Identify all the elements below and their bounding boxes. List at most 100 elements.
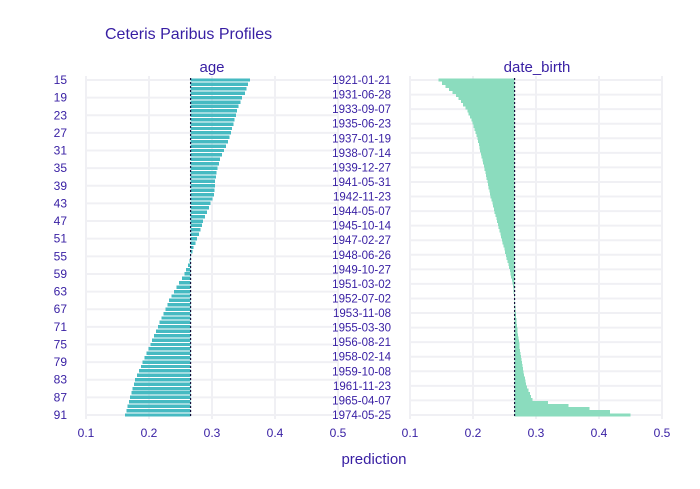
age-bar [190, 184, 216, 188]
x-tick-label: 0.3 [204, 426, 221, 440]
date-birth-bar [514, 354, 521, 359]
age-bar [190, 228, 201, 232]
y-tick-label: 1938-07-14 [332, 148, 391, 160]
y-tick-label: 91 [54, 408, 68, 422]
date-birth-bar [514, 339, 519, 343]
date-birth-bar [513, 290, 515, 294]
y-tick-label: 1937-01-19 [332, 133, 391, 145]
date-birth-bar [452, 90, 515, 94]
date-birth-bar [514, 357, 522, 362]
age-bar [190, 91, 245, 95]
age-bar [154, 333, 191, 338]
date-birth-bar [505, 253, 515, 257]
date-birth-bar [514, 394, 532, 399]
date-birth-bar [514, 413, 631, 417]
age-bar [142, 360, 191, 364]
age-bar [146, 351, 191, 356]
y-tick-label: 1965-04-07 [332, 395, 391, 407]
date-birth-bar [514, 367, 523, 371]
age-bar [190, 192, 214, 197]
date-birth-bar [441, 81, 515, 85]
date-birth-bar [494, 210, 515, 214]
panel-date-birth: 0.1 0.2 0.3 0.4 0.5 1921-01-21 1931-06-28 1933-… [332, 75, 670, 440]
age-bar [133, 382, 191, 386]
age-bar [190, 82, 248, 87]
age-bar [135, 378, 191, 382]
date-birth-bar [479, 145, 515, 150]
date-birth-bar [506, 256, 515, 260]
date-birth-bar [514, 324, 517, 328]
date-birth-bar [460, 99, 515, 104]
date-birth-bar [458, 96, 515, 101]
y-tick-label: 35 [54, 161, 68, 175]
date-birth-bar [499, 228, 515, 233]
x-tick-label: 0.1 [402, 426, 419, 440]
age-bar [190, 157, 221, 162]
date-birth-bar [498, 225, 515, 230]
date-birth-bar [493, 207, 515, 211]
age-bar [190, 162, 219, 166]
age-bar [190, 219, 204, 223]
age-bar [190, 210, 207, 214]
date-birth-bar [514, 388, 529, 393]
date-birth-bar [474, 127, 515, 131]
date-birth-bar [514, 410, 610, 414]
age-bar [174, 289, 191, 294]
y-tick-label: 1956-08-21 [332, 337, 391, 349]
date-birth-bar [490, 195, 515, 199]
y-tick-label: 1974-05-25 [332, 410, 391, 422]
age-bar [159, 320, 191, 325]
age-bar [176, 285, 191, 289]
date-birth-bar [514, 404, 569, 408]
age-bar [131, 391, 191, 395]
age-bar [179, 281, 191, 285]
date-birth-bar [509, 265, 515, 270]
date-birth-bar [492, 201, 515, 205]
date-birth-bar [514, 318, 517, 322]
age-bar [190, 250, 193, 254]
y-tick-label: 1961-11-23 [333, 381, 391, 393]
date-birth-bar [513, 287, 515, 291]
age-bar [190, 139, 228, 144]
date-birth-bar [501, 238, 515, 242]
date-birth-bar [497, 222, 515, 227]
y-tick-label: 51 [54, 232, 68, 246]
y-tick-label: 1952-07-02 [332, 293, 391, 305]
age-bar [188, 263, 191, 267]
date-birth-bar [484, 167, 515, 171]
age-bar [190, 245, 194, 250]
y-tick-label: 1942-11-23 [333, 192, 391, 204]
y-tick-label: 15 [54, 73, 68, 87]
age-bar [165, 307, 191, 311]
age-bar [140, 364, 191, 369]
y-tick-label: 71 [54, 320, 68, 334]
date-birth-bar [471, 118, 515, 122]
age-bar [190, 131, 231, 135]
date-birth-bar [463, 102, 515, 107]
date-birth-bar [511, 278, 515, 282]
age-bar [190, 113, 236, 117]
age-bar [190, 95, 243, 100]
date-birth-bar [495, 213, 515, 217]
age-bar [190, 135, 230, 140]
date-birth-bar [480, 152, 515, 156]
date-birth-bar [482, 158, 515, 162]
date-birth-bar [514, 391, 530, 396]
x-tick-label: 0.5 [654, 426, 671, 440]
age-bar [137, 373, 191, 378]
date-birth-bar [508, 262, 515, 267]
age-bar [132, 386, 191, 391]
panel-age: 0.1 0.2 0.3 0.4 0.5 15 19 23 27 31 35 39 43 47 51 55 59 6… [54, 73, 347, 440]
age-bar [190, 201, 211, 206]
date-birth-bar [467, 109, 515, 113]
age-bar [190, 78, 250, 82]
date-birth-bar [483, 161, 515, 165]
panel-title-date-birth: date_birth [504, 59, 571, 76]
date-birth-bar [514, 361, 522, 365]
date-birth-bar [497, 219, 515, 224]
age-bar [190, 179, 216, 184]
date-birth-bar [514, 342, 520, 347]
age-bar [148, 347, 191, 351]
y-tick-label: 1955-03-30 [332, 323, 391, 335]
date-birth-bar [505, 250, 515, 254]
